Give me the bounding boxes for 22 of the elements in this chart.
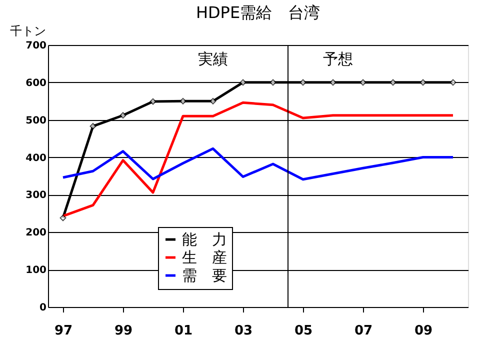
x-tick-label: 07 (354, 324, 373, 338)
y-axis-title: 千トン (10, 24, 46, 38)
y-tick-label: 700 (26, 40, 47, 52)
x-tick-label: 01 (174, 324, 193, 338)
legend-label: 生 産 (182, 248, 227, 266)
y-tick-label: 400 (26, 152, 47, 164)
chart-title: HDPE需給 台湾 (196, 3, 320, 22)
y-tick-label: 600 (26, 78, 47, 89)
x-tick-label: 99 (114, 324, 133, 338)
x-tick-label: 97 (54, 324, 73, 338)
annotation: 予想 (323, 50, 353, 68)
y-tick-label: 100 (26, 265, 47, 276)
legend-label: 需 要 (182, 266, 227, 284)
y-tick-label: 0 (40, 302, 47, 314)
y-tick-label: 200 (26, 228, 47, 239)
x-tick-label: 05 (294, 324, 313, 338)
annotation: 実績 (198, 50, 228, 68)
x-tick-label: 09 (414, 324, 433, 338)
x-tick-label: 03 (234, 324, 253, 338)
y-tick-label: 300 (26, 190, 47, 202)
legend-label: 能 力 (182, 230, 227, 248)
y-tick-label: 500 (26, 115, 47, 126)
